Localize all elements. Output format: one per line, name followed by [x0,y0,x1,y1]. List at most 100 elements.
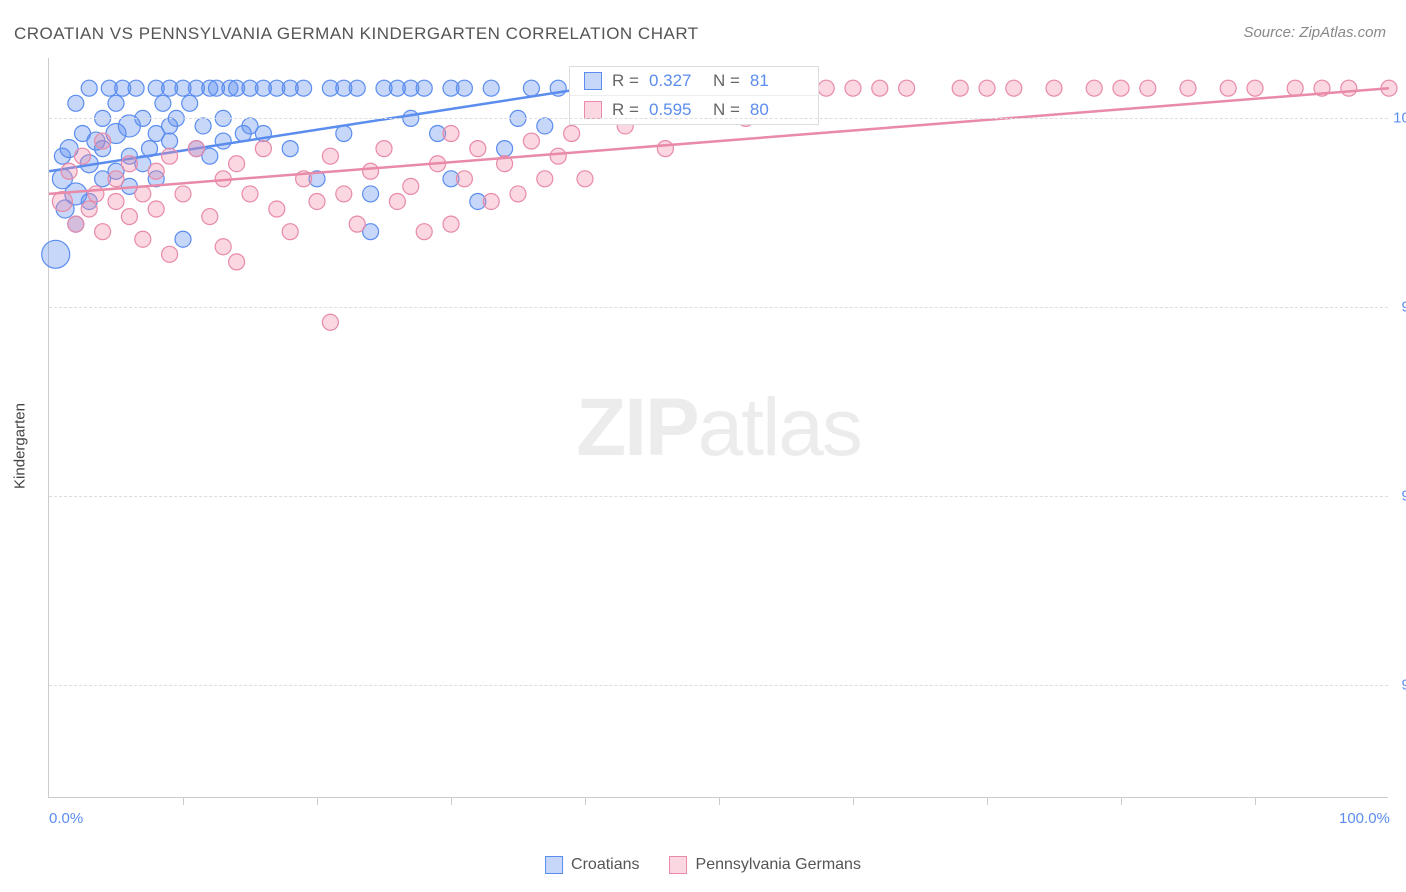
scatter-point [456,80,472,96]
stat-n-label: N = [713,100,740,120]
scatter-point [1247,80,1263,96]
scatter-point [68,95,84,111]
legend-label: Pennsylvania Germans [696,856,861,874]
ytick-label: 97.5% [1401,299,1406,316]
scatter-point [456,171,472,187]
scatter-point [309,193,325,209]
scatter-point [443,216,459,232]
scatter-point [54,148,70,164]
scatter-point [577,171,593,187]
stat-n-value: 81 [750,71,804,91]
scatter-point [269,201,285,217]
scatter-svg [49,58,1388,797]
scatter-point [899,80,915,96]
scatter-point [108,171,124,187]
scatter-point [416,224,432,240]
scatter-point [95,133,111,149]
scatter-point [952,80,968,96]
scatter-point [564,126,580,142]
scatter-point [296,80,312,96]
legend-item: Croatians [545,856,639,874]
stats-row: R =0.595N =80 [570,95,818,124]
xtick [183,797,184,805]
scatter-point [42,240,70,268]
scatter-point [1086,80,1102,96]
gridline [49,118,1388,119]
scatter-point [121,156,137,172]
scatter-point [322,314,338,330]
scatter-point [483,80,499,96]
ytick-label: 95.0% [1401,487,1406,504]
scatter-point [68,216,84,232]
scatter-point [1113,80,1129,96]
scatter-point [1220,80,1236,96]
ytick-label: 100.0% [1393,110,1406,127]
scatter-point [175,186,191,202]
xtick-label: 100.0% [1339,810,1390,827]
stat-r-value: 0.595 [649,100,703,120]
stat-swatch [584,72,602,90]
scatter-point [510,186,526,202]
scatter-point [121,209,137,225]
scatter-point [108,95,124,111]
gridline [49,496,1388,497]
legend: Croatians Pennsylvania Germans [545,856,861,874]
scatter-point [162,133,178,149]
scatter-point [162,118,178,134]
scatter-point [523,80,539,96]
scatter-point [215,133,231,149]
scatter-point [818,80,834,96]
scatter-point [1140,80,1156,96]
scatter-point [416,80,432,96]
scatter-point [376,141,392,157]
scatter-point [322,148,338,164]
source-attribution: Source: ZipAtlas.com [1243,24,1386,41]
ytick-label: 92.5% [1401,676,1406,693]
stat-n-label: N = [713,71,740,91]
scatter-point [282,141,298,157]
stats-row: R =0.327N =81 [570,67,818,95]
plot-area: ZIPatlas R =0.327N =81R =0.595N =80 92.5… [48,58,1388,798]
scatter-point [483,193,499,209]
scatter-point [1341,80,1357,96]
scatter-point [349,80,365,96]
scatter-point [148,163,164,179]
scatter-point [349,216,365,232]
gridline [49,685,1388,686]
scatter-point [537,118,553,134]
scatter-point [443,126,459,142]
legend-item: Pennsylvania Germans [670,856,861,874]
scatter-point [363,186,379,202]
scatter-point [215,239,231,255]
scatter-point [81,201,97,217]
xtick [719,797,720,805]
scatter-point [497,141,513,157]
scatter-point [135,186,151,202]
scatter-point [1006,80,1022,96]
scatter-point [155,95,171,111]
scatter-point [75,148,91,164]
scatter-point [336,126,352,142]
y-axis-label: Kindergarten [12,403,29,489]
xtick [1121,797,1122,805]
legend-label: Croatians [571,856,639,874]
stat-r-label: R = [612,71,639,91]
scatter-point [363,163,379,179]
scatter-point [1180,80,1196,96]
scatter-point [979,80,995,96]
scatter-point [81,80,97,96]
scatter-point [108,193,124,209]
scatter-point [202,209,218,225]
scatter-point [657,141,673,157]
scatter-point [403,178,419,194]
scatter-point [135,231,151,247]
scatter-point [148,201,164,217]
xtick [451,797,452,805]
scatter-point [537,171,553,187]
scatter-point [336,186,352,202]
stats-box: R =0.327N =81R =0.595N =80 [569,66,819,125]
scatter-point [872,80,888,96]
xtick [1255,797,1256,805]
scatter-point [229,254,245,270]
scatter-point [182,95,198,111]
